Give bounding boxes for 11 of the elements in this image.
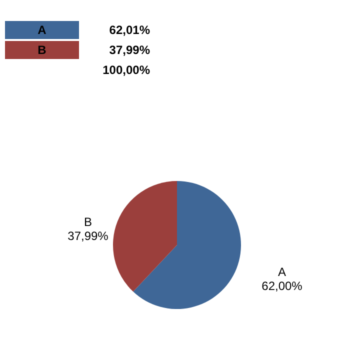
slice-label: A [278,265,286,279]
pie-slice [133,181,241,309]
category-label: A [38,23,46,37]
text: 37,99% [109,43,150,57]
data-label: 62,00% [262,279,303,293]
text: 62,01% [109,23,150,37]
pie-slice [113,181,177,292]
text: 100,00% [102,63,150,77]
data-label: 37,99% [68,229,109,243]
category-label: B [38,43,46,57]
slice-label: B [84,215,92,229]
